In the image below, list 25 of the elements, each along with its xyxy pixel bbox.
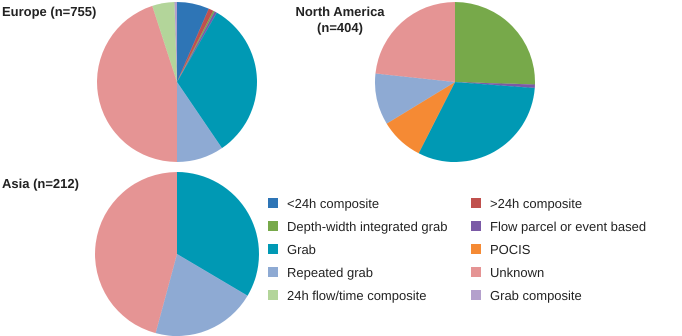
- legend-label: >24h composite: [490, 196, 582, 211]
- pie-slice: [177, 12, 257, 148]
- pie-slice: [177, 82, 222, 162]
- pie-slice: [375, 73, 455, 124]
- pie-slice: [152, 2, 177, 82]
- legend-label: <24h composite: [287, 196, 380, 211]
- legend-label: Repeated grab: [287, 265, 374, 280]
- pie-slice: [418, 82, 535, 162]
- chart-title: Europe (n=755): [2, 4, 96, 19]
- pie-slice: [177, 2, 209, 82]
- pie-slice: [97, 6, 177, 162]
- legend-label: Unknown: [490, 265, 544, 280]
- pie-slice: [386, 82, 455, 154]
- legend-label: Flow parcel or event based: [490, 219, 646, 234]
- pie-slice: [455, 2, 535, 85]
- pie-slice: [156, 254, 248, 336]
- legend-label: POCIS: [490, 242, 531, 257]
- legend-label: Grab composite: [490, 288, 582, 303]
- legend-label: Grab: [287, 242, 316, 257]
- text: North America (n=404): [295, 4, 386, 35]
- pie-slice: [95, 172, 177, 334]
- pie-slice: [177, 172, 259, 296]
- chart-title: Asia (n=212): [2, 176, 79, 191]
- legend-label: Depth-width integrated grab: [287, 219, 448, 234]
- legend-label: 24h flow/time composite: [287, 288, 426, 303]
